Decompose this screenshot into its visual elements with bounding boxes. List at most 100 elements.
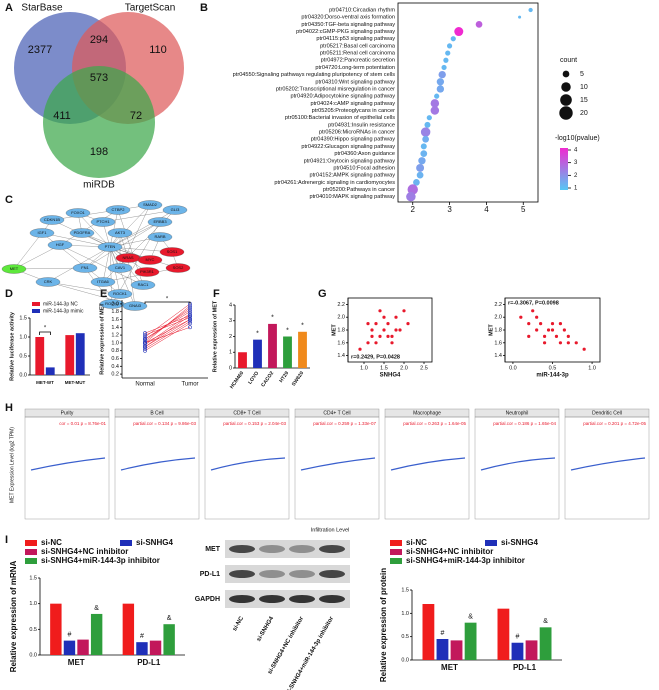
pathway-label: ptr05100:Bacterial invasion of epithelia… xyxy=(285,115,395,121)
dot xyxy=(446,43,453,49)
point xyxy=(582,347,586,351)
pathway-label: ptr04550:Signaling pathways regulating p… xyxy=(233,72,396,78)
band xyxy=(289,545,315,553)
label: -log10(pvalue) xyxy=(555,135,600,142)
dot xyxy=(438,70,446,79)
point xyxy=(143,335,147,339)
blot-bg xyxy=(225,590,350,608)
y-tick-label: 0.4 xyxy=(111,364,119,370)
bar xyxy=(253,339,262,368)
edge xyxy=(109,246,136,307)
bar xyxy=(136,642,148,655)
pathway-label: ptr05217:Basal cell carcinoma xyxy=(320,43,396,49)
node-label: ITGA6 xyxy=(97,279,109,284)
blot-row-label: MET xyxy=(205,546,221,553)
band xyxy=(319,595,345,603)
x-axis-label: miR-144-3p xyxy=(536,373,569,379)
legend-label: miR-144-3p mimic xyxy=(43,308,84,314)
point xyxy=(382,328,386,332)
point xyxy=(143,333,147,338)
pathway-label: ptr04320:Dorso-ventral axis formation xyxy=(301,15,395,21)
x-tick-label: MET-WT xyxy=(36,380,54,385)
legend-label: 3 xyxy=(574,160,578,166)
legend-swatch xyxy=(32,309,40,313)
y-axis-label: MET xyxy=(488,324,494,336)
point xyxy=(390,341,394,345)
significance: # xyxy=(68,631,72,638)
annotation: partial.cor = 0.263 p = 1.64e-05 xyxy=(403,421,466,426)
plot-area xyxy=(384,416,470,520)
fit xyxy=(210,457,286,471)
y-tick-label: 1.0 xyxy=(111,340,119,346)
point xyxy=(542,334,547,338)
point xyxy=(143,331,147,336)
panel-title: Dendritic Cell xyxy=(592,410,622,416)
label: miRDB xyxy=(83,180,115,191)
panel-title: Macrophage xyxy=(413,410,441,416)
point xyxy=(550,328,555,332)
x-tick-label: PD-L1 xyxy=(513,663,537,672)
node-label: CTBP2 xyxy=(112,207,126,212)
y-tick-label: 3 xyxy=(229,318,232,324)
node-label: CDKN1B xyxy=(44,217,61,222)
pair-line xyxy=(144,311,191,340)
y-tick-label: 0.5 xyxy=(29,627,37,633)
pathway-label: ptr04310:Wnt signaling pathway xyxy=(315,79,395,85)
node xyxy=(65,208,91,218)
y-tick-label: 1 xyxy=(229,350,232,356)
bar xyxy=(422,604,435,660)
pathway-label: ptr04920:Adipocytokine signaling pathway xyxy=(291,94,396,100)
band xyxy=(259,595,285,603)
point xyxy=(382,315,386,319)
label: StarBase xyxy=(21,3,63,14)
legend-label: si-SNHG4+miR-144-3p inhibitor xyxy=(406,556,525,565)
point xyxy=(188,315,192,320)
bar xyxy=(525,640,538,660)
bar xyxy=(436,639,449,660)
x-tick-label: HT29 xyxy=(278,370,290,384)
pathway-label: ptr04024:cAMP signaling pathway xyxy=(311,101,396,107)
node-label: PTEN xyxy=(105,244,116,249)
band xyxy=(229,545,255,553)
bar xyxy=(45,367,55,375)
legend-label: 20 xyxy=(580,110,588,117)
x-tick-label: SW620 xyxy=(291,370,305,387)
dot xyxy=(416,171,424,179)
node xyxy=(137,255,163,265)
bar xyxy=(149,640,162,655)
legend-label: si-SNHG4+NC inhibitor xyxy=(406,547,493,556)
node xyxy=(147,232,173,242)
fit xyxy=(570,457,646,471)
point xyxy=(531,309,535,313)
legend-swatch xyxy=(390,558,402,564)
band xyxy=(259,570,285,578)
panel-title: Purity xyxy=(61,410,74,416)
point xyxy=(366,322,370,326)
node-label: FN1 xyxy=(81,265,89,270)
dot xyxy=(445,50,451,56)
panel-label: C xyxy=(5,194,13,206)
node xyxy=(130,280,156,290)
point xyxy=(370,328,374,332)
pair-line xyxy=(144,321,191,349)
legend-label: 5 xyxy=(580,71,584,78)
node xyxy=(69,228,95,238)
x-tick-label: 1.5 xyxy=(380,365,388,371)
node xyxy=(162,205,188,215)
bar xyxy=(268,323,277,368)
y-tick-label: 1.6 xyxy=(111,317,119,323)
node xyxy=(147,217,173,227)
legend-swatch xyxy=(32,302,40,306)
node-label: MET xyxy=(10,266,19,271)
x-tick-label: 0.0 xyxy=(509,365,517,371)
point xyxy=(188,309,192,314)
legend-swatch xyxy=(25,549,37,555)
band xyxy=(229,570,255,578)
annotation: partial.cor = 0.153 p = 2.04e-03 xyxy=(223,421,286,426)
pathway-label: ptr04931:Insulin resistance xyxy=(328,122,395,128)
annotation: partial.cor = 0.259 p = 1.33e-07 xyxy=(313,421,376,426)
point xyxy=(558,341,563,345)
pathway-label: ptr04710:Circadian rhythm xyxy=(329,7,395,13)
dot xyxy=(454,27,464,37)
